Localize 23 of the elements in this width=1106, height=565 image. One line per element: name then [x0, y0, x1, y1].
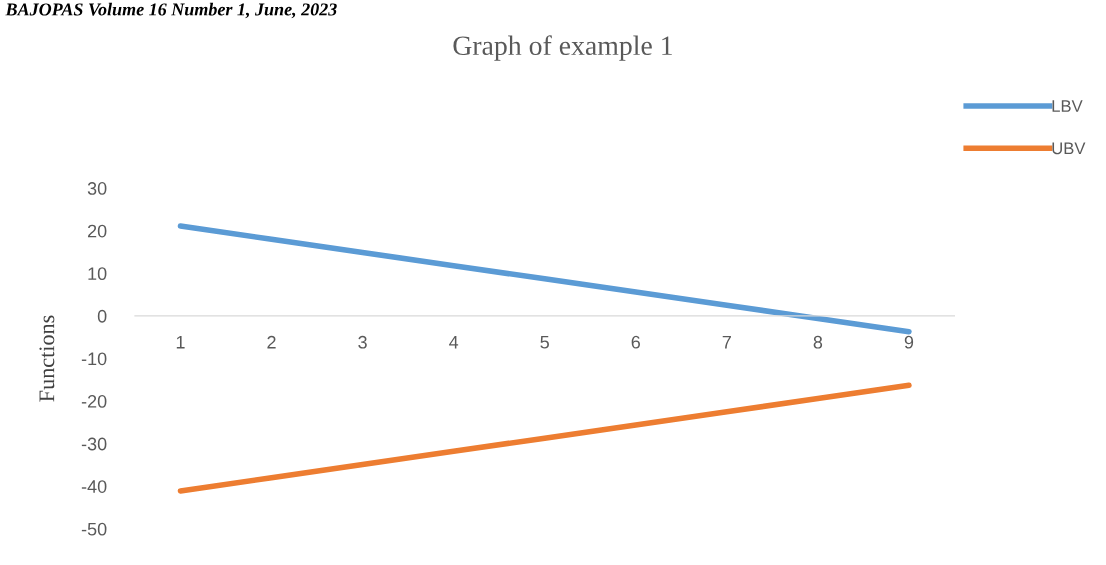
y-tick-label: -40: [81, 480, 107, 493]
legend-label: LBV: [1052, 100, 1083, 112]
y-tick-label: 30: [87, 182, 107, 195]
x-tick-label: 9: [904, 335, 914, 349]
text: BAJOPAS Volume 16 Number 1, June, 2023: [5, 2, 337, 19]
y-tick-label: 20: [87, 224, 107, 238]
x-tick-label: 2: [267, 335, 276, 349]
y-tick-label: -30: [81, 437, 107, 451]
x-tick-label: 8: [813, 335, 823, 349]
x-tick-label: 7: [722, 336, 731, 349]
y-tick-label: 10: [88, 267, 107, 281]
y-tick-label: -50: [81, 522, 107, 536]
x-tick-label: 1: [176, 336, 185, 349]
x-tick-label: 4: [449, 336, 459, 349]
legend-label: UBV: [1052, 142, 1086, 155]
y-tick-label: -20: [81, 395, 107, 408]
y-tick-label: -10: [81, 352, 107, 366]
y-tick-label: 0: [97, 309, 107, 323]
y-axis-title: Functions: [39, 315, 55, 402]
chart-title: Graph of example 1: [453, 35, 672, 61]
x-tick-label: 6: [631, 335, 640, 349]
x-tick-label: 3: [358, 335, 367, 349]
x-tick-label: 5: [540, 336, 549, 349]
